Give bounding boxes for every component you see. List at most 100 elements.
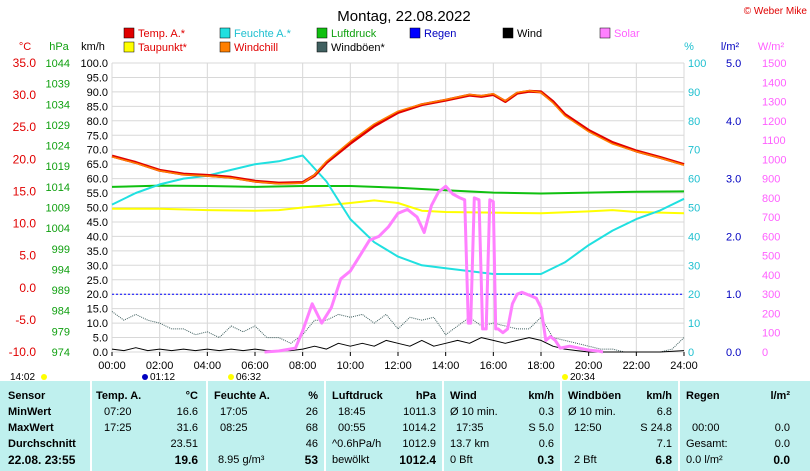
rain-tick-label: 0.0 xyxy=(726,347,741,359)
wind-tick-label: 90.0 xyxy=(87,87,108,99)
pressure-tick-label: 984 xyxy=(52,306,70,318)
pressure-tick-label: 1014 xyxy=(46,182,70,194)
wind-tick-label: 0.0 xyxy=(93,347,108,359)
hum-min-time: 17:05 xyxy=(220,406,248,418)
rain-rate: 0.0 l/m² xyxy=(686,454,723,466)
hum-max-time: 08:25 xyxy=(220,422,248,434)
temp-tick-label: 25.0 xyxy=(13,120,37,134)
solar-tick-label: 300 xyxy=(762,289,780,301)
col-rain: Regen l/m² 00:00 0.0 Gesamt: 0.0 0.0 l/m² 0.… xyxy=(678,381,810,471)
rain-tick-label: 3.0 xyxy=(726,174,741,186)
pressure-tick-label: 999 xyxy=(52,244,70,256)
legend-swatch xyxy=(316,41,328,53)
x-tick-label: 04:00 xyxy=(194,360,222,372)
series-line-windchill xyxy=(111,89,685,185)
marker-dot xyxy=(41,374,47,380)
row-label: Durchschnitt xyxy=(8,438,76,450)
x-tick-label: 18:00 xyxy=(527,360,555,372)
rain-total-label: Gesamt: xyxy=(686,438,728,450)
solar-tick-label: 1000 xyxy=(762,154,786,166)
hum-current-value: 53 xyxy=(304,453,318,467)
header-gust-unit: km/h xyxy=(646,390,672,402)
pressure-tick-label: 1004 xyxy=(46,223,70,235)
pressure-tick-label: 994 xyxy=(52,264,70,276)
grid xyxy=(111,62,685,356)
col-pressure: Luftdruck hPa 18:45 1011.3 00:55 1014.2 ^0.… xyxy=(324,381,442,471)
credit-text: © Weber Mike xyxy=(744,6,808,17)
solar-tick-label: 500 xyxy=(762,251,780,263)
header-rain-unit: l/m² xyxy=(770,390,790,402)
col-wind: Wind km/h Ø 10 min. 0.3 17:35 S 5.0 13.7 km… xyxy=(442,381,560,471)
x-tick-label: 02:00 xyxy=(146,360,174,372)
wind-min-value: 0.3 xyxy=(538,406,554,418)
wind-current-value: 0.3 xyxy=(537,453,554,467)
press-min-time: 18:45 xyxy=(338,406,366,418)
marker-label: 20:34 xyxy=(570,372,595,381)
temp-tick-label: 35.0 xyxy=(13,56,37,70)
wind-tick-label: 85.0 xyxy=(87,101,108,113)
header-sensor: Sensor xyxy=(8,390,46,402)
solar-tick-label: 800 xyxy=(762,193,780,205)
wind-tick-label: 50.0 xyxy=(87,203,108,215)
humidity-tick-label: 100 xyxy=(688,58,706,70)
weather-chart: Montag, 22.08.2022 © Weber Mike Temp. A.… xyxy=(8,6,808,381)
rain-tick-label: 2.0 xyxy=(726,231,741,243)
stats-table: Sensor MinWert MaxWert Durchschnitt 22.0… xyxy=(0,381,810,471)
solar-tick-label: 100 xyxy=(762,328,780,340)
rain-tick-label: 1.0 xyxy=(726,289,741,301)
wind-tick-label: 35.0 xyxy=(87,246,108,258)
humidity-tick-label: 60 xyxy=(688,174,700,186)
x-tick-label: 22:00 xyxy=(623,360,651,372)
temp-current-value: 19.6 xyxy=(174,453,198,467)
temp-tick-label: 10.0 xyxy=(13,217,37,231)
press-avg-value: 1012.9 xyxy=(402,438,436,450)
solar-tick-label: 1400 xyxy=(762,77,786,89)
press-max-value: 1014.2 xyxy=(402,422,436,434)
temp-min-value: 16.6 xyxy=(176,406,198,418)
pressure-tick-label: 1039 xyxy=(46,79,70,91)
wind-tick-label: 60.0 xyxy=(87,174,108,186)
temp-tick-label: -10.0 xyxy=(9,345,37,359)
press-trend: ^0.6hPa/h xyxy=(332,438,382,450)
hum-avg-value: 46 xyxy=(305,438,318,450)
wind-tick-label: 40.0 xyxy=(87,231,108,243)
wind-tick-label: 15.0 xyxy=(87,304,108,316)
temp-tick-label: 15.0 xyxy=(13,184,37,198)
x-tick-label: 16:00 xyxy=(480,360,508,372)
temp-max-value: 31.6 xyxy=(176,422,198,434)
legend-label: Solar xyxy=(614,28,640,40)
row-label: MinWert xyxy=(8,406,52,418)
legend-swatch xyxy=(316,27,328,39)
solar-tick-label: 200 xyxy=(762,308,780,320)
rain-tick-label: 5.0 xyxy=(726,58,741,70)
col-sensor: Sensor MinWert MaxWert Durchschnitt 22.0… xyxy=(0,381,90,471)
rain-axis-unit: l/m² xyxy=(721,41,740,53)
wind-tick-label: 30.0 xyxy=(87,260,108,272)
solar-tick-label: 1500 xyxy=(762,58,786,70)
wind-min-desc: Ø 10 min. xyxy=(450,406,498,418)
humidity-tick-label: 0 xyxy=(688,347,694,359)
x-tick-label: 12:00 xyxy=(384,360,412,372)
legend-swatch xyxy=(599,27,611,39)
row-label: MaxWert xyxy=(8,422,54,434)
solar-tick-label: 600 xyxy=(762,231,780,243)
temp-min-time: 07:20 xyxy=(104,406,132,418)
rain-tick-label: 4.0 xyxy=(726,116,741,128)
press-max-time: 00:55 xyxy=(338,422,366,434)
pressure-tick-label: 1034 xyxy=(46,99,70,111)
chart-title: Montag, 22.08.2022 xyxy=(337,8,470,25)
pressure-axis-unit: hPa xyxy=(49,41,69,53)
humidity-tick-label: 20 xyxy=(688,289,700,301)
pressure-tick-label: 1009 xyxy=(46,203,70,215)
humidity-tick-label: 10 xyxy=(688,318,700,330)
wind-tick-label: 70.0 xyxy=(87,145,108,157)
legend-label: Luftdruck xyxy=(331,28,377,40)
legend-label: Feuchte A.* xyxy=(234,28,292,40)
solar-tick-label: 1300 xyxy=(762,97,786,109)
wind-max-time: 17:35 xyxy=(456,422,484,434)
humidity-tick-label: 40 xyxy=(688,231,700,243)
humidity-tick-label: 90 xyxy=(688,87,700,99)
marker-dot xyxy=(142,374,148,380)
x-tick-label: 14:00 xyxy=(432,360,460,372)
legend-swatch xyxy=(219,27,231,39)
